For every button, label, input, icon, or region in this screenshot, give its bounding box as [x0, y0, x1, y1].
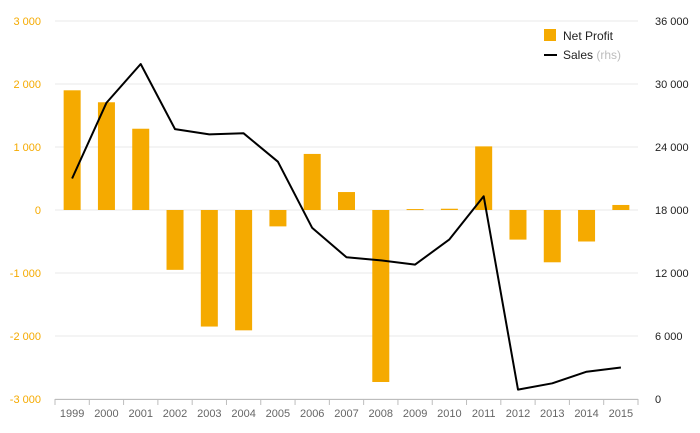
x-tick-label: 2005	[266, 408, 290, 420]
bar	[63, 90, 81, 210]
y-axis-left: -3 000 -2 000 -1 000 0 1 000 2 000 3 000	[10, 16, 41, 406]
bar	[269, 210, 287, 227]
x-tick-label: 2000	[94, 408, 118, 420]
x-tick-label: 2009	[403, 408, 427, 420]
x-tick-label: 2004	[231, 408, 255, 420]
y-left-tick-label: 1 000	[13, 142, 41, 154]
line-series-sales	[71, 63, 622, 391]
x-tick-label: 2014	[574, 408, 598, 420]
y-left-tick-label: -1 000	[10, 268, 41, 280]
x-tick-label: 2012	[506, 408, 530, 420]
y-right-tick-label: 0	[655, 394, 661, 406]
y-right-tick-label: 36 000	[655, 16, 689, 28]
x-tick-label: 2007	[334, 408, 358, 420]
y-right-tick-label: 12 000	[655, 268, 689, 280]
bar	[612, 204, 630, 210]
bar	[200, 210, 218, 327]
x-tick-label: 2015	[609, 408, 633, 420]
x-tick-label: 2010	[437, 408, 461, 420]
bar	[509, 210, 527, 240]
x-tick-label: 2013	[540, 408, 564, 420]
x-tick-label: 1999	[60, 408, 84, 420]
bar	[97, 102, 115, 210]
y-left-tick-label: -3 000	[10, 394, 41, 406]
y-right-tick-label: 6 000	[655, 331, 683, 343]
bar	[578, 210, 596, 242]
x-axis-tick-labels: 1999 2000 2001 2002 2003 2004 2005 2006 2007 2008…	[60, 408, 633, 420]
legend: Net Profit Sales (rhs)	[544, 29, 621, 62]
y-right-tick-label: 18 000	[655, 205, 689, 217]
legend-label-net-profit: Net Profit	[563, 29, 614, 43]
y-right-tick-label: 24 000	[655, 142, 689, 154]
x-tick-label: 2006	[300, 408, 324, 420]
bar	[440, 208, 458, 210]
bar	[543, 210, 561, 263]
x-tick-label: 2001	[128, 408, 152, 420]
bar	[303, 153, 321, 210]
x-tick-label: 2011	[472, 408, 496, 420]
legend-swatch-net-profit	[544, 29, 556, 41]
y-left-tick-label: -2 000	[10, 331, 41, 343]
y-left-tick-label: 0	[35, 205, 41, 217]
bar	[372, 210, 390, 382]
bar	[132, 128, 150, 210]
x-tick-label: 2002	[163, 408, 187, 420]
bar	[475, 146, 493, 210]
x-tick-label: 2008	[369, 408, 393, 420]
bar	[338, 192, 355, 210]
y-axis-right: 0 6 000 12 000 18 000 24 000 30 000 36 000	[655, 16, 689, 406]
bar	[166, 210, 184, 270]
y-left-tick-label: 2 000	[13, 79, 41, 91]
bar-series-net-profit	[63, 90, 630, 382]
y-left-tick-label: 3 000	[13, 16, 41, 28]
y-right-tick-label: 30 000	[655, 79, 689, 91]
legend-label-sales-suffix: (rhs)	[596, 48, 621, 62]
x-axis	[54, 399, 639, 405]
bar	[406, 209, 424, 211]
sales-line	[71, 63, 622, 391]
bar	[235, 210, 253, 331]
x-tick-label: 2003	[197, 408, 221, 420]
legend-label-sales: Sales (rhs)	[563, 48, 621, 62]
